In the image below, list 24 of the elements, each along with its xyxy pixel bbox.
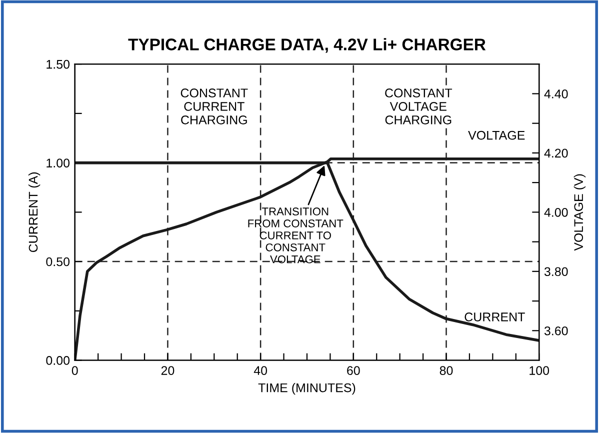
x-axis-title: TIME (MINUTES) xyxy=(258,383,356,395)
y2-tick-label: 4.20 xyxy=(544,148,568,158)
x-tick-label: 20 xyxy=(161,366,174,375)
y2-tick-label: 4.00 xyxy=(544,208,568,217)
y-tick-label: 0.50 xyxy=(46,257,70,266)
y-tick-label: 1.00 xyxy=(46,158,70,168)
x-tick-label: 60 xyxy=(347,366,360,375)
y-tick-label: 0.00 xyxy=(46,356,70,365)
y-axis-title: CURRENT (A) xyxy=(28,172,40,252)
annotation: CONSTANT CURRENT CHARGING xyxy=(180,88,248,124)
x-tick-label: 80 xyxy=(440,366,453,375)
series-label: CURRENT xyxy=(464,312,525,322)
y2-tick-label: 3.80 xyxy=(544,267,568,276)
y2-tick-label: 3.60 xyxy=(544,326,568,336)
x-tick-label: 0 xyxy=(72,366,78,375)
x-tick-label: 40 xyxy=(254,366,268,375)
chart-title: TYPICAL CHARGE DATA, 4.2V Li+ CHARGER xyxy=(128,38,486,53)
annotation: TRANSITION FROM CONSTANT CURRENT TO CONSTANT VOLTAGE xyxy=(248,208,344,264)
y-tick-label: 1.50 xyxy=(46,60,70,69)
annotation: CONSTANT VOLTAGE CHARGING xyxy=(385,88,452,124)
y2-axis-title: VOLTAGE (V) xyxy=(574,174,586,251)
x-tick-label: 100 xyxy=(530,366,550,375)
series-label: VOLTAGE xyxy=(468,130,525,140)
y2-tick-label: 4.40 xyxy=(544,90,568,98)
